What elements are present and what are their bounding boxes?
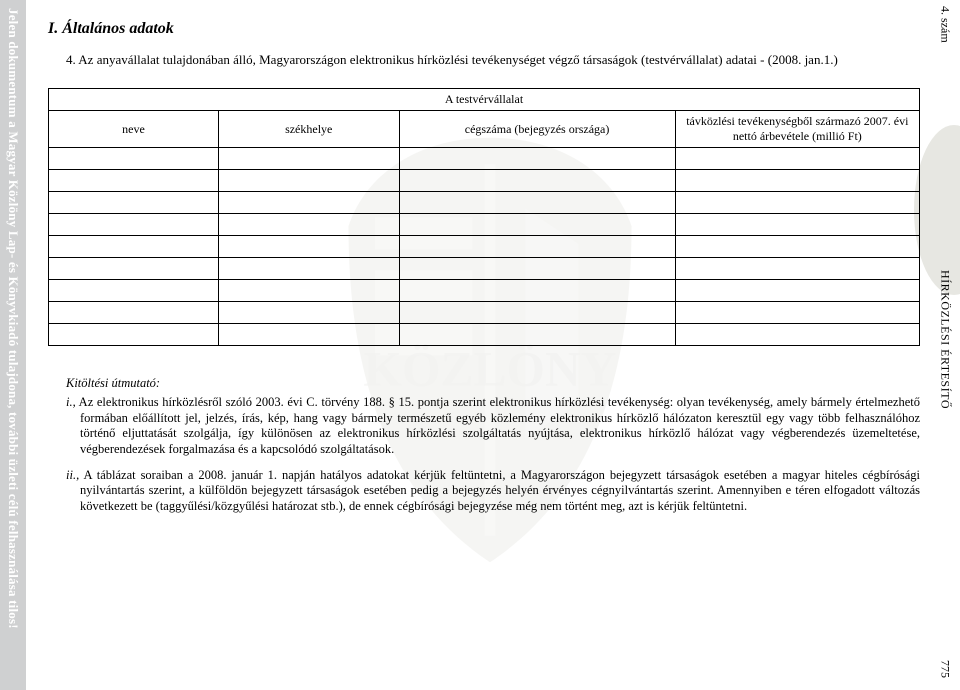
instruction-prefix: ii., [66, 468, 79, 482]
table-cell [218, 302, 399, 324]
col-header-seat: székhelye [218, 111, 399, 148]
table-cell [675, 192, 919, 214]
table-cell [218, 280, 399, 302]
affiliates-table: A testvérvállalat neve székhelye cégszám… [48, 88, 920, 346]
table-cell [49, 170, 219, 192]
table-cell [49, 258, 219, 280]
table-cell [399, 170, 675, 192]
table-row [49, 302, 920, 324]
table-cell [675, 280, 919, 302]
table-cell [218, 258, 399, 280]
table-row [49, 192, 920, 214]
table-group-header: A testvérvállalat [49, 89, 920, 111]
section-intro: 4. Az anyavállalat tulajdonában álló, Ma… [66, 52, 920, 68]
table-row [49, 148, 920, 170]
table-cell [49, 148, 219, 170]
table-row [49, 170, 920, 192]
table-cell [675, 302, 919, 324]
table-cell [218, 192, 399, 214]
table-cell [675, 324, 919, 346]
instruction-text: A táblázat soraiban a 2008. január 1. na… [80, 468, 920, 513]
table-cell [675, 148, 919, 170]
table-row [49, 214, 920, 236]
issue-number: 4. szám [938, 6, 953, 43]
page-content: I. Általános adatok 4. Az anyavállalat t… [48, 20, 920, 524]
table-body [49, 148, 920, 346]
table-cell [399, 302, 675, 324]
table-cell [218, 236, 399, 258]
table-cell [675, 170, 919, 192]
table-row [49, 280, 920, 302]
table-cell [399, 148, 675, 170]
table-cell [49, 236, 219, 258]
table-cell [675, 214, 919, 236]
fill-instructions: Kitöltési útmutató: i., Az elektronikus … [48, 376, 920, 514]
table-cell [218, 148, 399, 170]
col-header-revenue: távközlési tevékenységből származó 2007.… [675, 111, 919, 148]
table-cell [49, 214, 219, 236]
table-cell [49, 280, 219, 302]
instruction-item: ii., A táblázat soraiban a 2008. január … [80, 468, 920, 515]
table-row [49, 324, 920, 346]
table-cell [218, 214, 399, 236]
col-header-name: neve [49, 111, 219, 148]
left-ownership-stripe: Jelen dokumentum a Magyar Közlöny Lap- é… [0, 0, 26, 690]
table-cell [399, 192, 675, 214]
section-heading: I. Általános adatok [48, 20, 920, 38]
instruction-item: i., Az elektronikus hírközlésről szóló 2… [80, 395, 920, 458]
table-row [49, 258, 920, 280]
table-cell [675, 236, 919, 258]
col-header-regno: cégszáma (bejegyzés országa) [399, 111, 675, 148]
table-cell [399, 258, 675, 280]
journal-title-vertical: HÍRKÖZLÉSI ÉRTESÍTŐ [938, 270, 953, 409]
table-cell [49, 302, 219, 324]
instructions-lead: Kitöltési útmutató: [66, 376, 920, 391]
table-cell [399, 324, 675, 346]
page-number: 775 [938, 660, 953, 678]
table-cell [675, 258, 919, 280]
instruction-prefix: i., [66, 395, 76, 409]
table-cell [399, 214, 675, 236]
table-cell [49, 192, 219, 214]
instruction-text: Az elektronikus hírközlésről szóló 2003.… [79, 395, 920, 456]
table-cell [49, 324, 219, 346]
table-cell [399, 280, 675, 302]
right-margin: 4. szám HÍRKÖZLÉSI ÉRTESÍTŐ 775 [930, 0, 960, 690]
ownership-notice: Jelen dokumentum a Magyar Közlöny Lap- é… [5, 8, 21, 629]
table-cell [218, 324, 399, 346]
table-cell [399, 236, 675, 258]
table-cell [218, 170, 399, 192]
table-row [49, 236, 920, 258]
